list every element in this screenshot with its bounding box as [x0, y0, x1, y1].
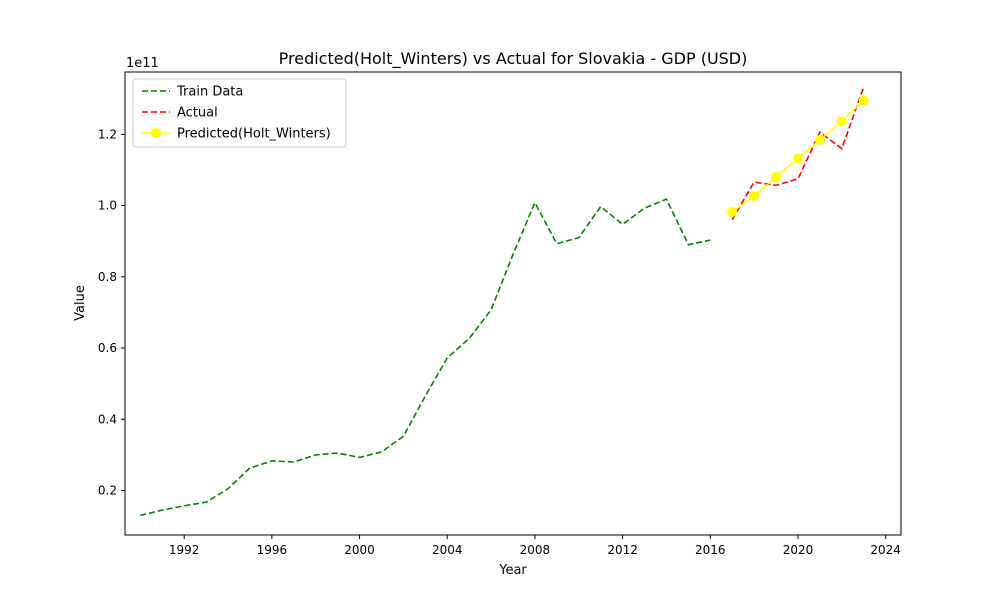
- series-point-2: [836, 116, 847, 127]
- chart-title: Predicted(Holt_Winters) vs Actual for Sl…: [279, 49, 748, 69]
- plot-area: [124, 71, 902, 536]
- x-tick-label: 2024: [870, 543, 901, 557]
- legend-marker: [151, 128, 161, 138]
- x-tick-label: 1992: [169, 543, 200, 557]
- x-tick-label: 2004: [432, 543, 463, 557]
- x-axis-label: Year: [498, 563, 527, 578]
- legend-frame: [132, 78, 347, 148]
- y-tick-label: 0.4: [98, 412, 117, 426]
- y-tick-label: 0.2: [98, 483, 117, 497]
- series-point-2: [792, 153, 803, 164]
- x-axis: 1992 1996 2000 2004 2008 2012 2016 2020 2024: [169, 535, 901, 557]
- series-line-1: [731, 86, 865, 221]
- legend-label: Actual: [177, 106, 218, 121]
- legend-label: Predicted(Holt_Winters): [177, 127, 331, 142]
- x-tick-label: 1996: [257, 543, 288, 557]
- x-tick-label: 2020: [783, 543, 814, 557]
- y-tick-label: 0.6: [98, 341, 117, 355]
- legend-label: Train Data: [176, 85, 243, 100]
- series-layer: [140, 86, 869, 517]
- series-point-2: [814, 135, 825, 146]
- series-point-2: [727, 206, 738, 217]
- x-tick-label: 2016: [695, 543, 726, 557]
- x-tick-label: 2008: [520, 543, 551, 557]
- series-point-2: [771, 172, 782, 183]
- y-tick-label: 1.2: [98, 127, 117, 141]
- legend: Train Data Actual Predicted(Holt_Winters): [132, 78, 347, 148]
- series-point-2: [749, 190, 760, 201]
- series-point-2: [858, 95, 869, 106]
- series-line-0: [140, 198, 711, 517]
- y-tick-label: 1.0: [98, 199, 117, 213]
- x-tick-label: 2012: [607, 543, 638, 557]
- y-scale-multiplier: 1e11: [126, 56, 159, 71]
- y-axis-label: Value: [73, 285, 88, 321]
- x-tick-label: 2000: [344, 543, 375, 557]
- y-axis: 0.2 0.4 0.6 0.8 1.0 1.2: [98, 127, 125, 497]
- y-tick-label: 0.8: [98, 270, 117, 284]
